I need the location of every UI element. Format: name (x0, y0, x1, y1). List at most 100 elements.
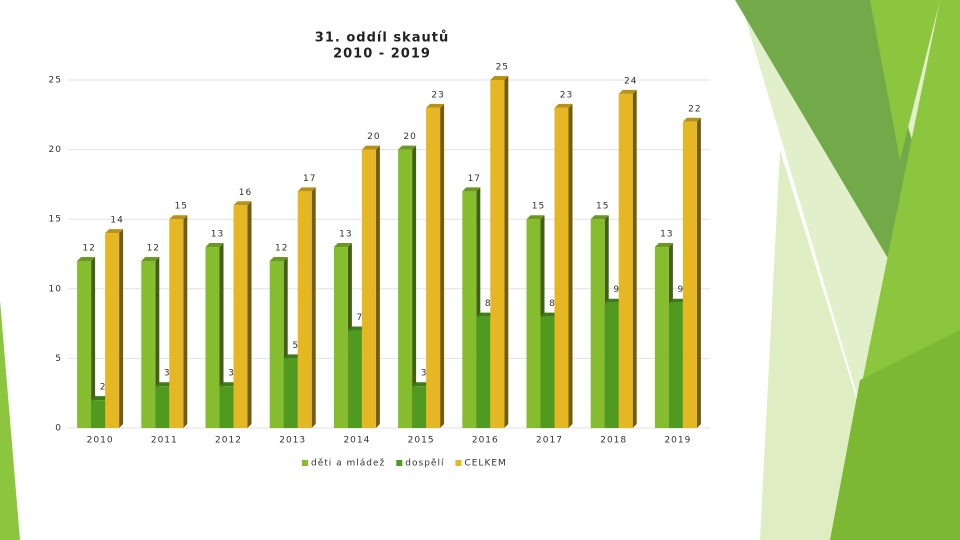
bar-side (696, 117, 701, 428)
bar-top (219, 382, 238, 387)
bar-side (375, 145, 380, 428)
bar-front (604, 302, 619, 428)
data-label: 2 (100, 383, 107, 393)
bar-top (554, 103, 573, 108)
bar-side (412, 145, 417, 428)
bar-top (233, 201, 252, 206)
data-label: 12 (82, 243, 95, 253)
data-label: 24 (624, 76, 637, 86)
data-label: 14 (110, 216, 123, 226)
data-label: 23 (431, 90, 444, 100)
x-tick-label: 2015 (408, 436, 435, 446)
data-label: 13 (211, 230, 224, 240)
data-label: 13 (339, 230, 352, 240)
bar-side (119, 229, 124, 428)
x-tick-label: 2017 (536, 436, 563, 446)
data-label: 8 (549, 299, 556, 309)
data-label: 9 (613, 285, 620, 295)
legend-swatch (396, 460, 403, 466)
bar-top (618, 89, 637, 94)
y-tick-label: 10 (49, 284, 62, 294)
bar (105, 229, 124, 428)
bar-top (361, 145, 380, 150)
bar-top (205, 243, 224, 248)
bar (618, 89, 637, 429)
bar-front (233, 205, 248, 428)
y-tick-label: 20 (49, 145, 62, 155)
data-label: 17 (303, 174, 316, 184)
bar-top (347, 326, 366, 331)
bar-front (412, 386, 427, 428)
bar-top (490, 76, 509, 80)
bar (205, 243, 224, 428)
bar-side (311, 187, 316, 428)
bar-top (297, 187, 316, 192)
legend-swatch (455, 460, 462, 466)
bar-top (105, 229, 124, 234)
bar-top (604, 298, 623, 303)
bar (169, 215, 188, 428)
bar-top (526, 215, 545, 220)
bar (554, 103, 573, 428)
data-label: 8 (485, 299, 492, 309)
bar-top (426, 103, 445, 108)
bar-front (169, 219, 184, 428)
y-tick-label: 15 (49, 215, 62, 225)
bar-top (333, 243, 352, 248)
bar-top (540, 312, 559, 317)
bar-front (426, 107, 441, 428)
x-tick-label: 2010 (87, 436, 114, 446)
bar-front (526, 219, 541, 428)
data-label: 15 (596, 202, 609, 212)
legend-label: děti a mládež (311, 459, 385, 469)
bar-side (247, 201, 252, 428)
bar-top (654, 243, 673, 248)
data-label: 3 (164, 369, 171, 379)
bar-side (91, 256, 96, 428)
x-tick-label: 2018 (600, 436, 627, 446)
y-tick-label: 0 (55, 424, 62, 434)
bar-top (155, 382, 174, 387)
x-tick-label: 2016 (472, 436, 499, 446)
data-label: 3 (421, 369, 428, 379)
bar-top (668, 298, 687, 303)
bar-side (440, 103, 445, 428)
bar-side (219, 243, 224, 428)
data-label: 22 (688, 104, 701, 114)
bar-front (540, 316, 555, 428)
data-label: 16 (239, 188, 252, 198)
bar-front (554, 107, 569, 428)
legend-label: dospělí (405, 459, 444, 469)
bar-front (682, 121, 697, 428)
bar-top (590, 215, 609, 220)
x-tick-label: 2013 (279, 436, 306, 446)
bar (398, 145, 417, 428)
bar (77, 256, 96, 428)
data-label: 15 (532, 202, 545, 212)
y-tick-label: 25 (49, 76, 62, 86)
bar-front (91, 400, 106, 428)
bar (297, 187, 316, 428)
bar (233, 201, 252, 428)
data-label: 12 (275, 243, 288, 253)
bar-front (654, 247, 669, 428)
bar-top (91, 396, 110, 401)
bar-top (283, 354, 302, 359)
bar-front (141, 260, 156, 428)
bar-front (283, 358, 298, 428)
bar-side (183, 215, 188, 428)
data-label: 20 (367, 132, 380, 142)
data-label: 7 (357, 313, 364, 323)
bar-top (462, 187, 481, 192)
bar-top (169, 215, 188, 220)
bar-front (77, 260, 92, 428)
bar-front (490, 80, 505, 428)
bar (361, 145, 380, 428)
bar-top (412, 382, 431, 387)
bar-top (476, 312, 495, 317)
x-tick-label: 2011 (151, 436, 178, 446)
bar-top (77, 256, 96, 261)
chart-subtitle: 2010 - 2019 (333, 47, 431, 62)
